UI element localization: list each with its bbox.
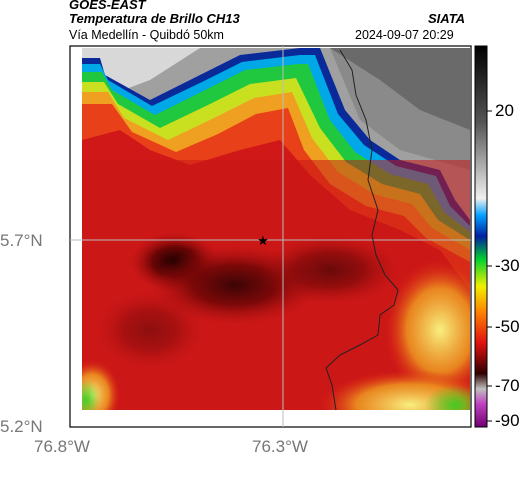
station-star-icon: ★ (257, 234, 269, 249)
brand-label: SIATA (428, 11, 466, 26)
lon-tick-76.8: 76.8°W (34, 437, 90, 456)
satellite-title: GOES-EAST (69, 0, 146, 12)
colorbar-label-neg70: -70 (495, 376, 520, 395)
colorbar-label-neg90: -90 (495, 411, 520, 430)
lat-tick-5.7: 5.7°N (0, 231, 43, 250)
colorbar-label-neg30: -30 (495, 256, 520, 275)
border-line (325, 49, 399, 411)
lat-tick-5.2: 5.2°N (0, 417, 43, 436)
timestamp: 2024-09-07 20:29 (355, 28, 454, 42)
route-subtitle: Vía Medellín - Quibdó 50km (69, 28, 224, 42)
satellite-image (82, 48, 470, 410)
product-title: Temperatura de Brillo CH13 (69, 11, 240, 26)
lon-tick-76.3: 76.3°W (252, 437, 308, 456)
colorbar-label-20: 20 (495, 101, 514, 120)
colorbar (474, 45, 488, 428)
colorbar-label-neg50: -50 (495, 317, 520, 336)
